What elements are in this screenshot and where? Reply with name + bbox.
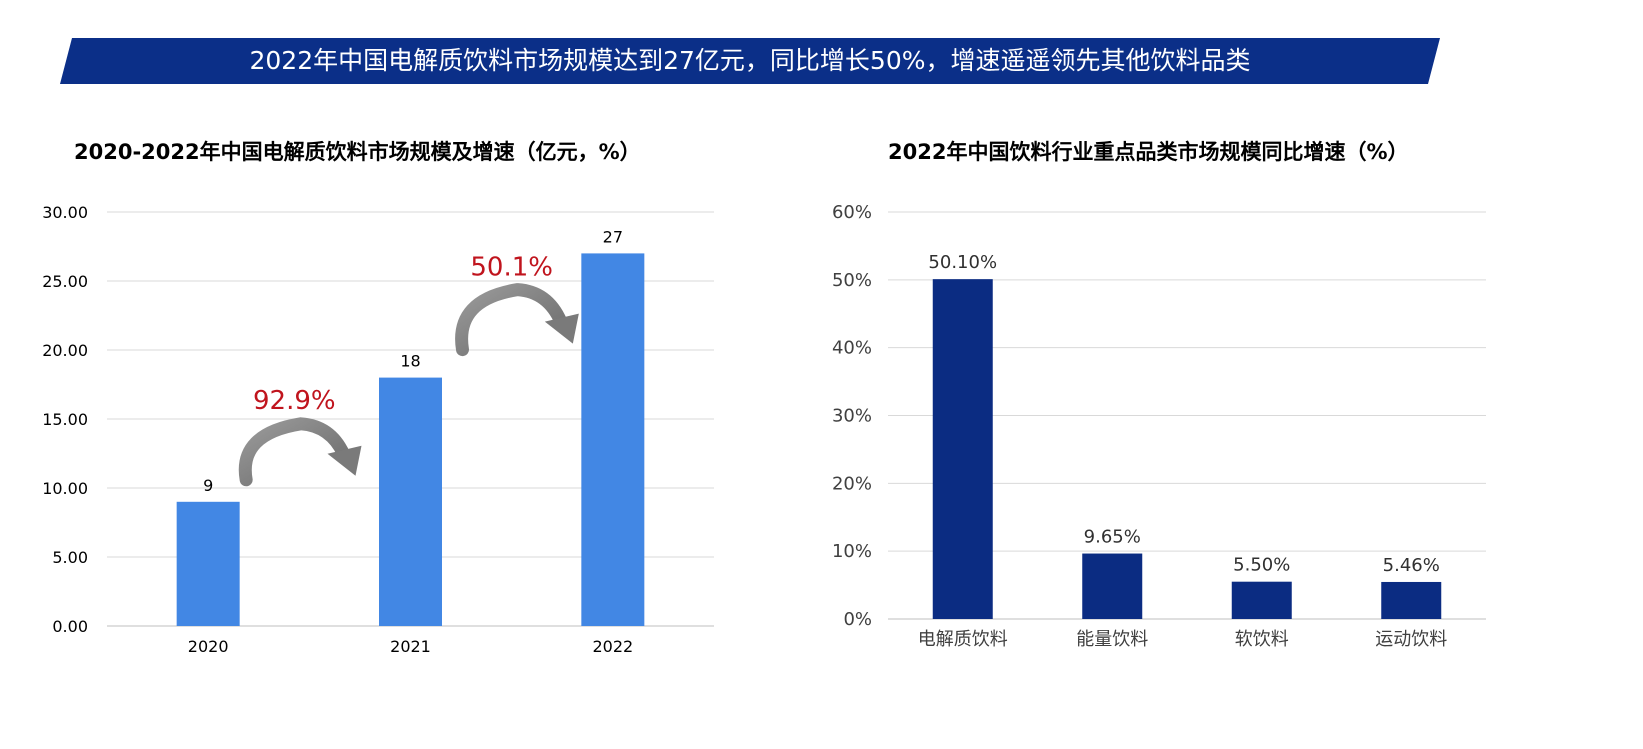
bar: [379, 377, 442, 626]
right-chart: 0% 10% 20% 30% 40% 50% 60% 50.10% 电解质饮料 9.65% 能量饮料…: [832, 202, 1486, 650]
x-tick-label: 软饮料: [1235, 629, 1289, 650]
headline-text: 2022年中国电解质饮料市场规模达到27亿元，同比增长50%，增速遥遥领先其他饮…: [249, 46, 1251, 75]
bar: [581, 253, 645, 626]
y-tick-label: 20.00: [42, 341, 88, 360]
x-tick-label: 运动饮料: [1375, 629, 1447, 650]
left-chart-title: 2020-2022年中国电解质饮料市场规模及增速（亿元，%）: [74, 140, 641, 164]
headline-banner: 2022年中国电解质饮料市场规模达到27亿元，同比增长50%，增速遥遥领先其他饮…: [60, 38, 1440, 84]
growth-arrow: [238, 417, 350, 487]
y-tick-label: 10%: [832, 541, 872, 562]
growth-rate-label: 92.9%: [253, 386, 336, 416]
bar: [1381, 581, 1442, 619]
right-chart-title: 2022年中国饮料行业重点品类市场规模同比增速（%）: [888, 140, 1409, 164]
arrowhead: [327, 445, 362, 476]
y-tick-label: 0.00: [52, 617, 88, 636]
y-tick-label: 15.00: [42, 410, 88, 429]
arrowhead: [544, 313, 579, 344]
data-label: 18: [400, 352, 420, 371]
x-tick-label: 能量饮料: [1076, 629, 1148, 650]
data-label: 9: [203, 476, 213, 495]
y-tick-label: 25.00: [42, 272, 88, 291]
data-label: 5.46%: [1383, 555, 1440, 576]
left-chart: 0.00 5.00 10.00 15.00 20.00 25.00 30.00 9 2020 18…: [42, 203, 714, 656]
bar: [932, 279, 993, 619]
x-tick-label: 电解质饮料: [918, 629, 1008, 650]
data-label: 5.50%: [1233, 555, 1290, 576]
banner-background: [60, 38, 1440, 84]
y-tick-label: 60%: [832, 202, 872, 223]
bar: [1082, 553, 1143, 619]
y-tick-label: 50%: [832, 270, 872, 291]
growth-arrow: [455, 283, 568, 357]
y-tick-label: 0%: [843, 609, 872, 630]
bar: [176, 501, 240, 626]
x-tick-label: 2022: [592, 637, 633, 656]
y-tick-label: 30.00: [42, 203, 88, 222]
bar: [1231, 581, 1292, 619]
y-tick-label: 5.00: [52, 548, 88, 567]
x-tick-label: 2021: [390, 637, 431, 656]
y-tick-label: 40%: [832, 338, 872, 359]
data-label: 50.10%: [928, 252, 997, 273]
y-tick-label: 30%: [832, 406, 872, 427]
x-tick-label: 2020: [188, 637, 229, 656]
data-label: 9.65%: [1084, 527, 1141, 548]
data-label: 27: [603, 227, 623, 246]
growth-rate-label: 50.1%: [470, 253, 553, 283]
y-tick-label: 10.00: [42, 479, 88, 498]
y-tick-label: 20%: [832, 473, 872, 494]
